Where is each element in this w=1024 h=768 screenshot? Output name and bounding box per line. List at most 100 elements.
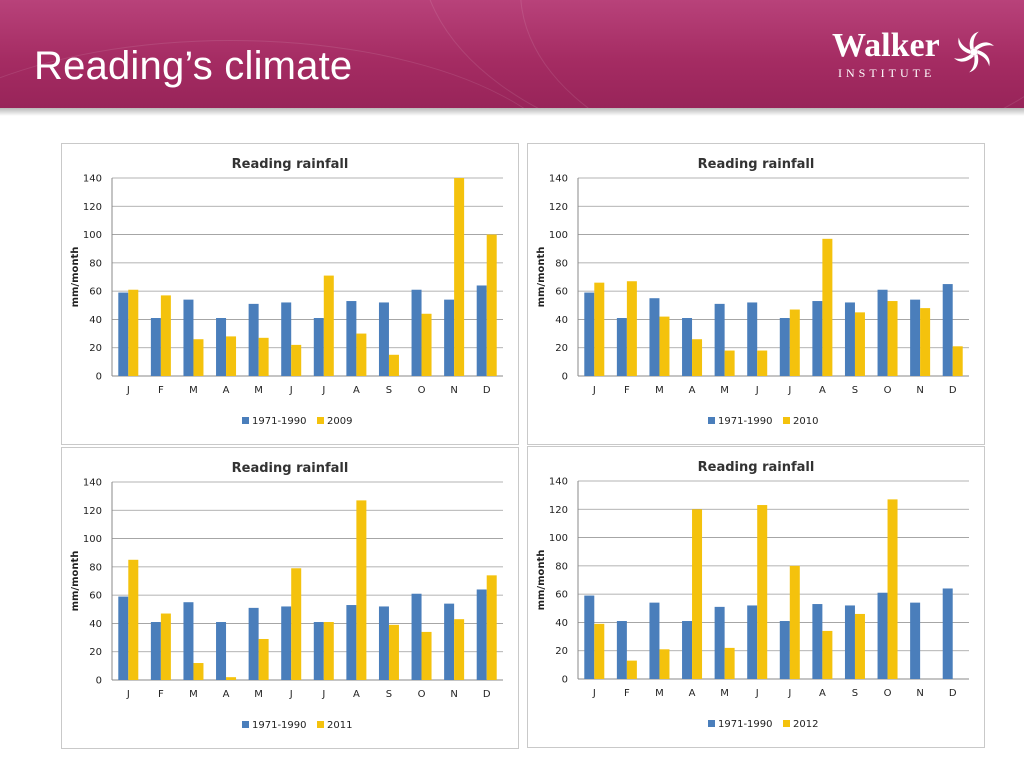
x-tick-label: J [787,688,791,699]
y-tick-label: 140 [549,174,568,185]
y-tick-label: 120 [549,505,568,516]
x-tick-label: J [755,385,759,396]
logo-name: Walker [832,27,940,64]
chart-panel-2009: Reading rainfall 0 20 40 60 80 100 120 140 mm/mon… [61,143,519,445]
y-tick-label: 20 [89,343,102,354]
bar-2010-N [920,308,931,376]
bar-2010-O [887,301,898,376]
bar-1971-1990-D [942,284,953,376]
bar-2012-A [822,630,833,679]
x-tick-label: A [689,385,696,396]
bar-2010-A [692,339,703,376]
bar-1971-1990-M [649,298,660,376]
logo-subtitle: INSTITUTE [838,66,936,80]
bar-1971-1990-A [216,622,227,680]
legend-swatch [242,417,249,424]
bar-2012-M [659,649,670,679]
x-tick-label: D [949,385,957,396]
y-tick-label: 60 [89,287,102,298]
y-tick-label: 100 [549,533,568,544]
bar-1971-1990-J [747,605,758,679]
x-tick-label: D [483,385,491,396]
y-tick-label: 100 [549,230,568,241]
x-tick-label: M [254,689,263,700]
bar-1971-1990-J [584,292,595,376]
x-tick-label: O [884,385,892,396]
bar-1971-1990-O [877,592,888,679]
y-tick-label: 80 [89,258,102,269]
bar-2011-J [323,622,334,680]
y-tick-label: 80 [555,258,568,269]
bar-1971-1990-F [150,622,161,680]
bar-2012-S [854,613,865,679]
chart-title: Reading rainfall [698,157,815,172]
x-tick-label: J [787,385,791,396]
x-tick-label: S [852,688,858,699]
y-tick-label: 100 [83,534,102,545]
bar-1971-1990-J [747,302,758,376]
x-tick-label: N [916,688,923,699]
x-tick-label: A [223,689,230,700]
x-tick-label: A [223,385,230,396]
rainfall-chart-2010: Reading rainfall 0 20 40 60 80 100 120 140 mm/mon… [536,157,969,427]
swirl-logo-icon [954,31,994,73]
y-axis-label: mm/month [70,551,81,612]
y-axis-label: mm/month [536,247,547,308]
y-tick-label: 120 [83,506,102,517]
bar-2012-J [757,505,768,679]
y-tick-label: 0 [562,372,568,383]
bar-1971-1990-M [649,602,660,679]
bar-1971-1990-J [118,596,129,680]
bar-2012-M [724,647,735,679]
x-tick-label: M [189,689,198,700]
bar-2009-N [454,178,465,376]
bar-1971-1990-F [150,318,161,376]
bar-2009-M [258,337,269,376]
bar-2009-D [486,234,497,376]
x-tick-label: F [624,688,630,699]
y-tick-label: 140 [549,477,568,488]
x-tick-label: S [852,385,858,396]
bar-1971-1990-A [346,605,357,680]
bar-1971-1990-N [444,299,455,376]
x-tick-label: A [819,385,826,396]
legend-label: 1971-1990 [252,416,307,427]
y-tick-label: 20 [555,646,568,657]
x-tick-label: J [321,385,325,396]
bar-2011-J [128,559,139,680]
bar-2012-A [692,509,703,679]
legend-label: 2012 [793,719,818,730]
bar-2009-J [323,275,334,376]
x-tick-label: J [592,385,596,396]
x-tick-label: A [353,385,360,396]
rainfall-chart-2009: Reading rainfall 0 20 40 60 80 100 120 140 mm/mon… [70,157,503,427]
y-tick-label: 20 [89,647,102,658]
x-tick-label: A [353,689,360,700]
legend-swatch [708,417,715,424]
chart-title: Reading rainfall [232,461,349,476]
y-tick-label: 20 [555,343,568,354]
bar-1971-1990-A [812,301,823,376]
x-tick-label: J [289,385,293,396]
x-tick-label: A [819,688,826,699]
bar-2009-S [388,354,399,376]
y-tick-label: 0 [96,676,102,687]
x-tick-label: N [450,385,457,396]
chart-panel-2010: Reading rainfall 0 20 40 60 80 100 120 140 mm/mon… [527,143,985,445]
y-tick-label: 60 [89,591,102,602]
legend-swatch [783,720,790,727]
bar-1971-1990-N [910,602,921,679]
header-shadow [0,108,1024,116]
bar-1971-1990-M [183,299,194,376]
x-tick-label: F [158,689,164,700]
bar-2010-J [594,282,605,376]
x-tick-label: J [126,689,130,700]
bar-1971-1990-M [248,607,259,680]
bar-2009-J [291,344,302,376]
bar-2010-J [789,309,800,376]
bar-2010-A [822,238,833,376]
bar-1971-1990-M [183,602,194,680]
x-tick-label: M [655,385,664,396]
x-tick-label: S [386,385,392,396]
legend-label: 2009 [327,416,352,427]
